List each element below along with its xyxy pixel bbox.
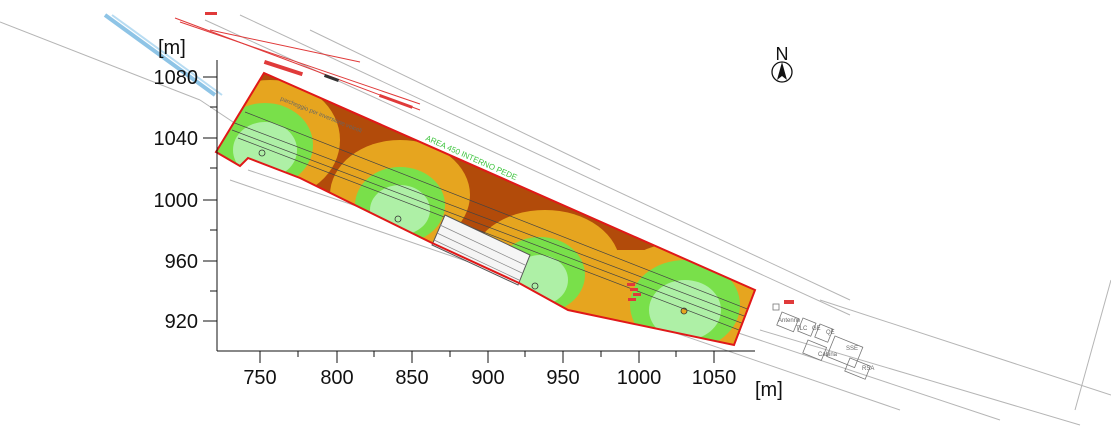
svg-text:TLC: TLC [796,326,808,332]
x-tick-label: 850 [395,367,428,389]
svg-text:QE: QE [826,330,835,336]
svg-text:GE: GE [812,326,821,332]
svg-text:SSE: SSE [846,346,858,352]
station-building [431,214,531,286]
site-boundary [214,71,757,347]
x-unit-label: [m] [755,379,783,401]
x-tick-label: 950 [546,367,579,389]
x-tick-label: 1050 [692,367,737,389]
x-tick-label: 800 [320,367,353,389]
y-tick-label: 1040 [154,128,199,150]
ancillary-buildings [772,300,871,380]
x-tick-label: 750 [243,367,276,389]
y-tick-label: 1080 [154,67,199,89]
y-unit-label: [m] [158,37,186,59]
y-tick-label: 920 [165,311,198,333]
noise-zone-map [216,73,755,345]
axes [203,60,755,363]
svg-text:RSA: RSA [862,366,874,372]
x-tick-label: 1000 [617,367,662,389]
y-tick-label: 1000 [154,190,199,212]
x-tick-label: 900 [471,367,504,389]
north-arrow-icon: N [771,44,793,83]
equipment-markers [627,283,641,301]
north-letter: N [776,44,789,64]
svg-text:Cabina: Cabina [818,352,838,358]
building-labels: Antenne TLC GE QE Cabina SSE RSA [778,318,874,372]
y-tick-label: 960 [165,251,198,273]
railway-tracks [103,12,421,111]
zone-light-green-1 [233,122,297,178]
svg-text:Antenne: Antenne [778,318,801,324]
